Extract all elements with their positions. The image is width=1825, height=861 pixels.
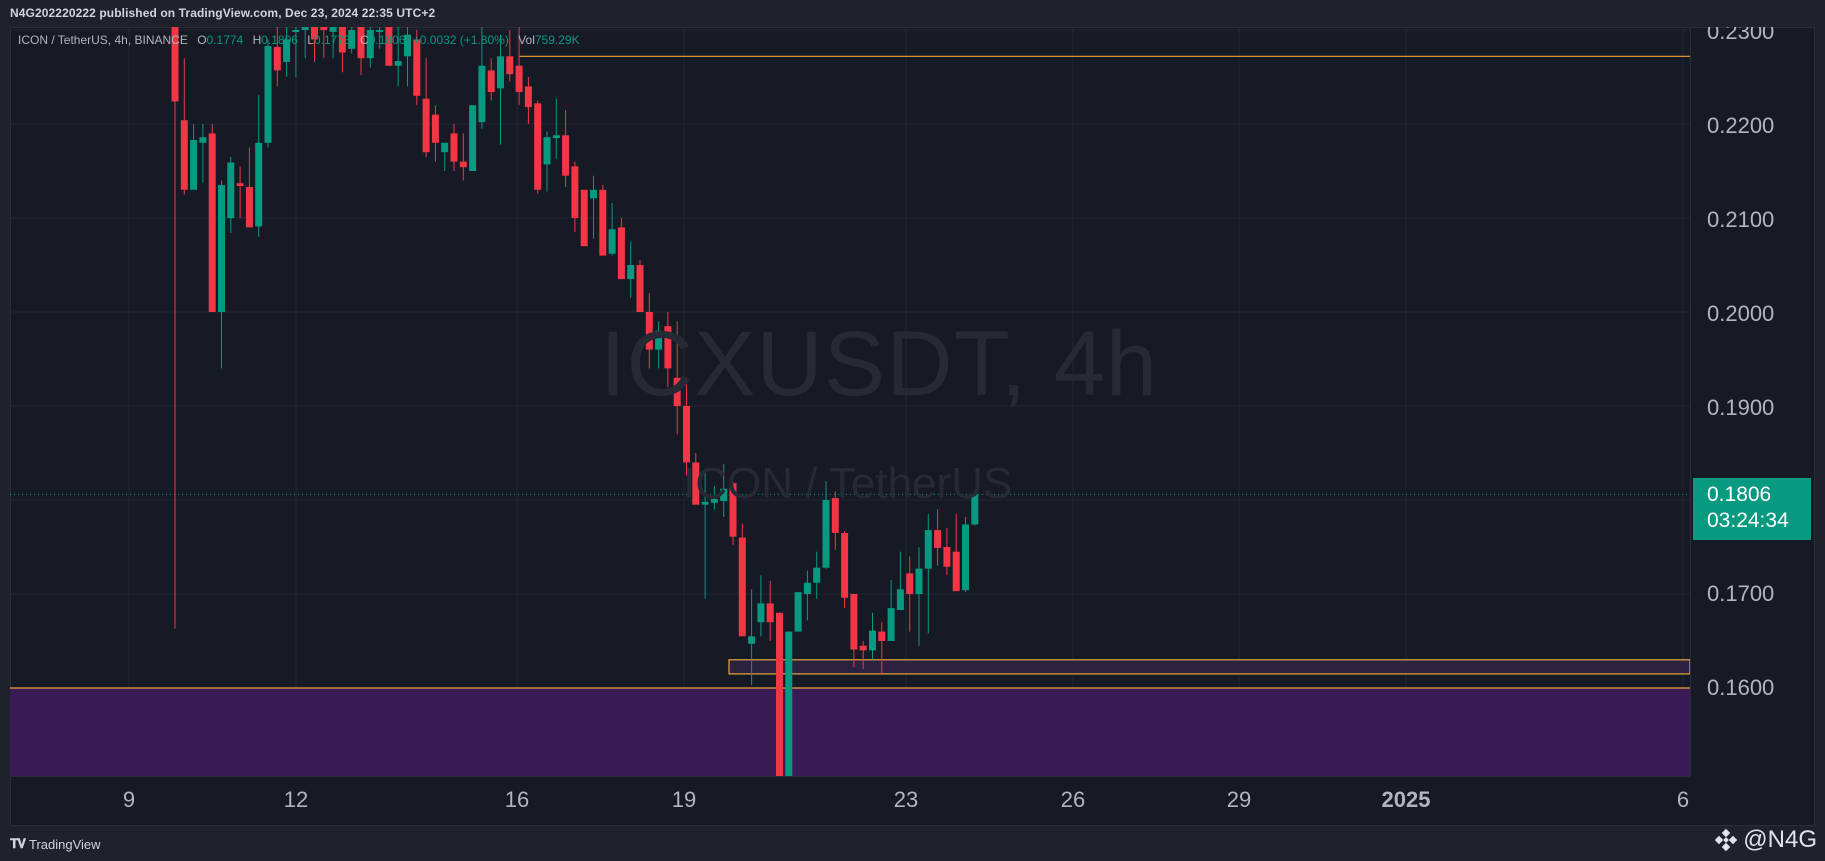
bar-countdown: 03:24:34 [1707,509,1789,532]
binance-icon [1715,829,1738,851]
legend-ohlc: ICON / TetherUS, 4h, BINANCE O0.1774 H0.… [18,33,580,47]
author-handle: @N4G [1715,826,1817,854]
time-label: 16 [504,787,530,812]
candlestick-plot [10,27,1690,776]
tradingview-brand: TradingView [29,836,101,852]
legend-volume: 759.29K [534,33,580,47]
legend-open: 0.1774 [206,33,244,47]
price-label: 0.2000 [1707,301,1775,326]
time-label: 9 [122,787,136,812]
time-label: 26 [1060,787,1086,812]
watermark-description: ICON / TetherUS [683,459,1013,508]
price-label: 0.1900 [1707,395,1775,420]
price-label: 0.2100 [1707,207,1775,232]
price-label: 0.1700 [1707,581,1775,606]
legend-low: 0.1773 [313,33,351,47]
current-price-badge: 0.1806 03:24:34 [1693,478,1811,540]
time-axis[interactable]: 9 12 16 19 23 26 29 2025 6 [10,776,1690,826]
price-label: 0.1600 [1707,675,1775,700]
legend-high: 0.1806 [261,33,298,47]
price-label: 0.2200 [1707,113,1775,138]
watermark-symbol: ICXUSDT, 4h [600,313,1159,415]
tradingview-logo-icon: 𝐓𝐕 [10,836,26,851]
current-price: 0.1806 [1707,483,1772,506]
time-label: 29 [1226,787,1252,812]
price-axis[interactable]: 0.2300 0.2200 0.2100 0.2000 0.1900 0.170… [1690,27,1815,776]
chart-pane[interactable]: ICXUSDT, 4h ICON / TetherUS ICON / Tethe… [10,27,1690,776]
legend-change: +0.0032 (+1.80%) [412,33,509,47]
price-label: 0.2300 [1707,27,1775,44]
time-label: 23 [893,787,919,812]
publish-info: N4G202220222 published on TradingView.co… [10,6,436,20]
time-label: 6 [1676,787,1690,812]
legend-symbol[interactable]: ICON / TetherUS, 4h, BINANCE [18,33,188,47]
tradingview-logo: 𝐓𝐕 TradingView [10,836,101,852]
time-label: 12 [283,787,309,812]
time-label: 2025 [1381,787,1431,812]
legend-close: 0.1806 [368,33,406,47]
time-label: 19 [671,787,697,812]
